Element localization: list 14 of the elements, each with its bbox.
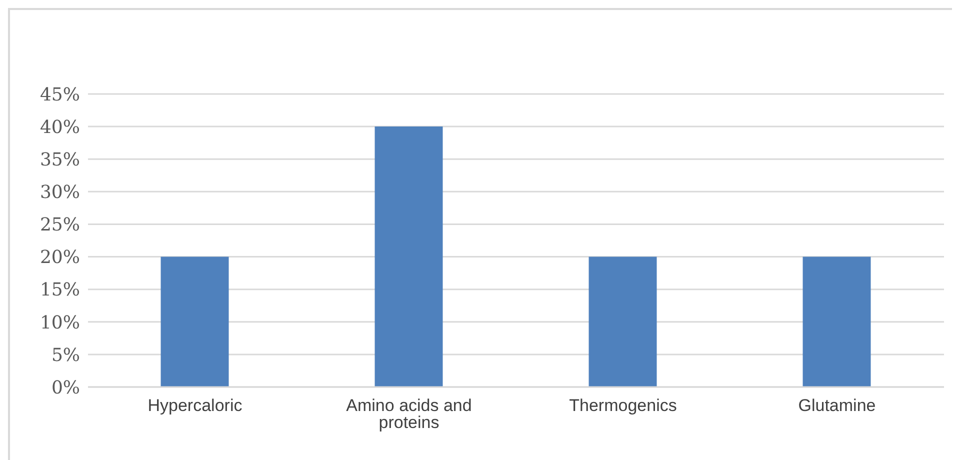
y-tick-label: 20% [40, 247, 80, 268]
y-tick-label: 25% [40, 214, 80, 236]
x-tick-label: Amino acids and proteins [346, 396, 472, 432]
y-tick-label: 40% [40, 116, 80, 138]
y-tick-label: 15% [40, 280, 80, 301]
y-tick-label: 30% [40, 182, 80, 204]
x-tick-label: Hypercaloric [148, 396, 243, 416]
y-tick-label: 35% [40, 150, 80, 170]
x-tick-label: Glutamine [798, 396, 876, 416]
y-tick-label: 0% [51, 377, 80, 398]
x-tick-label: Thermogenics [569, 396, 677, 416]
y-tick-label: 5% [51, 344, 80, 366]
y-tick-label: 10% [40, 312, 80, 334]
y-tick-label: 45% [40, 84, 80, 106]
